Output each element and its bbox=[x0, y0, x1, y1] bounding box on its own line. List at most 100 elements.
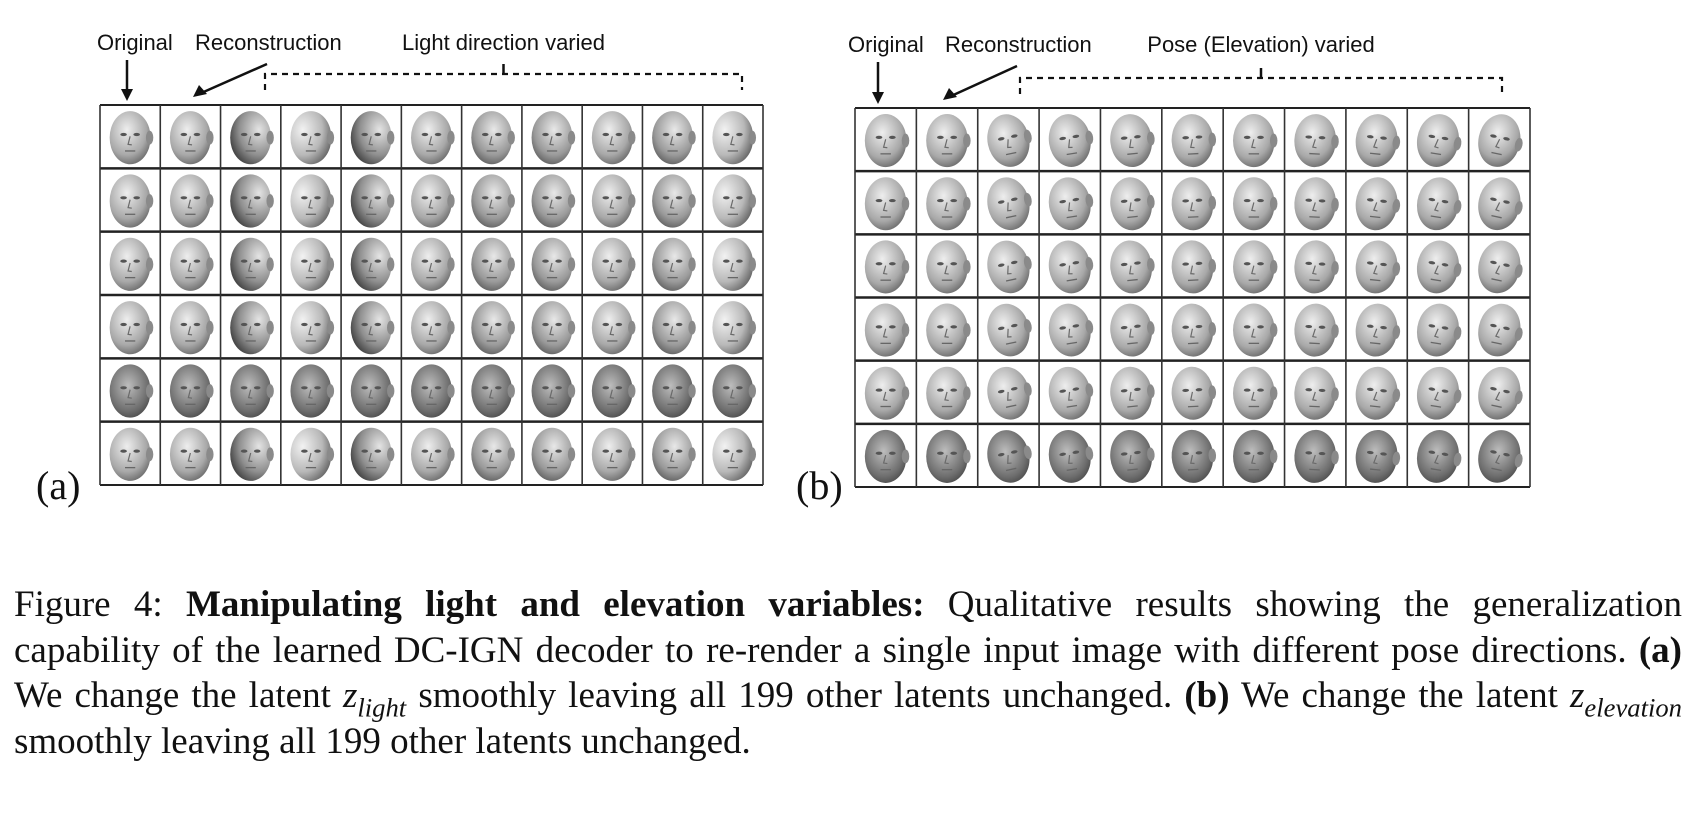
face-thumbnail bbox=[926, 429, 971, 483]
panel-b-letter: (b) bbox=[796, 463, 843, 508]
face-thumbnail bbox=[1233, 114, 1278, 168]
figure-panels: Original Reconstruction Light direction va… bbox=[97, 30, 1531, 488]
face-thumbnail bbox=[1355, 366, 1401, 420]
face-thumbnail bbox=[987, 177, 1032, 231]
face-thumbnail bbox=[1478, 303, 1523, 357]
face-thumbnail bbox=[411, 301, 455, 355]
face-thumbnail bbox=[864, 177, 910, 231]
face-thumbnail bbox=[230, 111, 274, 165]
face-thumbnail bbox=[926, 240, 971, 294]
face-thumbnail bbox=[411, 174, 455, 228]
face-thumbnail bbox=[1478, 240, 1523, 294]
face-thumbnail bbox=[987, 114, 1032, 167]
face-thumbnail bbox=[1416, 430, 1462, 483]
face-thumbnail bbox=[290, 427, 335, 481]
face-thumbnail bbox=[169, 237, 214, 291]
face-thumbnail bbox=[1294, 366, 1339, 420]
face-thumbnail bbox=[411, 111, 455, 165]
face-thumbnail bbox=[591, 301, 636, 355]
face-thumbnail bbox=[290, 364, 335, 418]
face-thumbnail bbox=[864, 114, 910, 168]
face-thumbnail bbox=[290, 301, 335, 355]
face-thumbnail bbox=[1478, 366, 1523, 420]
original-arrow-icon bbox=[872, 62, 884, 104]
face-thumbnail bbox=[1478, 114, 1523, 167]
caption-b-var: zelevation bbox=[1570, 675, 1682, 723]
face-thumbnail bbox=[591, 427, 636, 481]
caption-a-var: zlight bbox=[342, 675, 407, 723]
face-thumbnail bbox=[471, 427, 515, 481]
face-thumbnail bbox=[1233, 303, 1278, 357]
face-thumbnail bbox=[350, 301, 395, 355]
face-thumbnail bbox=[1110, 177, 1155, 231]
face-thumbnail bbox=[1355, 177, 1401, 231]
varied-bracket bbox=[263, 64, 744, 90]
face-thumbnail bbox=[471, 301, 515, 355]
face-grid bbox=[99, 104, 764, 486]
face-thumbnail bbox=[1355, 303, 1401, 357]
face-thumbnail bbox=[169, 427, 214, 481]
caption-a-pre: We change the latent bbox=[14, 675, 343, 716]
face-thumbnail bbox=[864, 240, 910, 294]
face-thumbnail bbox=[1110, 366, 1155, 420]
face-thumbnail bbox=[1048, 303, 1094, 357]
face-thumbnail bbox=[1171, 240, 1217, 294]
face-thumbnail bbox=[109, 364, 154, 418]
face-thumbnail bbox=[350, 174, 395, 228]
face-thumbnail bbox=[471, 174, 515, 228]
caption-a-post: smoothly leaving all 199 other latents u… bbox=[406, 675, 1185, 716]
face-thumbnail bbox=[169, 301, 214, 355]
caption-figure-label: Figure 4: bbox=[14, 584, 163, 625]
header-original-label: Original bbox=[848, 32, 924, 57]
face-thumbnail bbox=[987, 430, 1032, 483]
face-thumbnail bbox=[471, 237, 515, 291]
face-thumbnail bbox=[169, 364, 214, 418]
face-thumbnail bbox=[1110, 240, 1155, 294]
face-thumbnail bbox=[1416, 366, 1462, 420]
varied-bracket bbox=[1018, 68, 1504, 94]
face-thumbnail bbox=[1416, 177, 1462, 231]
face-thumbnail bbox=[1294, 429, 1339, 483]
reconstruction-arrow-icon bbox=[943, 64, 1018, 100]
face-thumbnail bbox=[531, 301, 576, 355]
face-thumbnail bbox=[471, 111, 515, 165]
face-thumbnail bbox=[290, 174, 335, 228]
face-thumbnail bbox=[1233, 177, 1278, 231]
face-thumbnail bbox=[864, 303, 910, 357]
caption-a-sub: light bbox=[357, 692, 407, 723]
face-thumbnail bbox=[1048, 177, 1094, 231]
caption-b-label: (b) bbox=[1184, 675, 1230, 716]
face-thumbnail bbox=[350, 237, 395, 291]
face-thumbnail bbox=[1048, 114, 1094, 167]
face-thumbnail bbox=[1233, 429, 1278, 483]
face-thumbnail bbox=[230, 301, 274, 355]
caption-title: Manipulating light and elevation variabl… bbox=[185, 584, 925, 625]
face-thumbnail bbox=[411, 237, 455, 291]
face-thumbnail bbox=[1171, 366, 1217, 420]
face-thumbnail bbox=[1355, 429, 1401, 483]
panel-a: Original Reconstruction Light direction va… bbox=[97, 30, 764, 486]
reconstruction-arrow-icon bbox=[193, 62, 268, 97]
face-thumbnail bbox=[1355, 114, 1401, 168]
face-grid bbox=[854, 107, 1531, 488]
face-thumbnail bbox=[712, 174, 757, 228]
face-thumbnail bbox=[987, 240, 1032, 294]
caption-b-post: smoothly leaving all 199 other latents u… bbox=[14, 720, 751, 762]
face-thumbnail bbox=[652, 427, 696, 481]
face-thumbnail bbox=[1110, 114, 1155, 168]
face-thumbnail bbox=[1048, 240, 1094, 294]
face-thumbnail bbox=[411, 364, 455, 418]
face-thumbnail bbox=[1171, 429, 1217, 483]
face-thumbnail bbox=[290, 237, 335, 291]
face-thumbnail bbox=[531, 174, 576, 228]
face-thumbnail bbox=[350, 364, 395, 418]
face-thumbnail bbox=[1416, 114, 1462, 167]
face-thumbnail bbox=[230, 427, 274, 481]
face-thumbnail bbox=[712, 111, 757, 165]
face-thumbnail bbox=[531, 364, 576, 418]
header-varied-label: Light direction varied bbox=[402, 30, 605, 55]
face-thumbnail bbox=[712, 301, 757, 355]
header-reconstruction-label: Reconstruction bbox=[945, 32, 1092, 57]
face-thumbnail bbox=[531, 427, 576, 481]
face-thumbnail bbox=[1171, 303, 1217, 357]
